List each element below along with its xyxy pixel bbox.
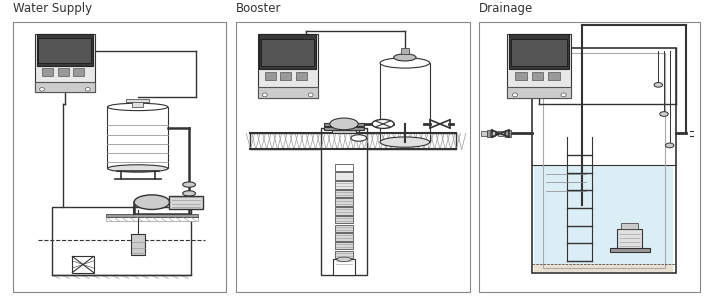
Bar [515,72,527,80]
Ellipse shape [561,93,566,97]
Bar [479,22,700,292]
Bar [236,22,471,292]
Bar [335,199,353,206]
Bar [132,234,145,255]
Bar [73,256,94,272]
Bar [335,207,353,215]
Bar [335,216,353,223]
Bar [335,172,353,180]
Bar [610,248,650,252]
Bar [532,72,543,80]
Ellipse shape [372,119,394,128]
Ellipse shape [330,118,358,130]
Bar [58,68,68,76]
Ellipse shape [394,54,416,61]
Bar [38,39,92,63]
Bar [261,39,314,66]
Bar [335,225,353,232]
Bar [335,190,353,197]
Bar [490,131,496,136]
Text: Booster: Booster [236,2,282,15]
Bar [106,214,198,217]
Bar [36,34,93,66]
Ellipse shape [107,103,168,111]
Bar [481,131,487,136]
Bar [335,164,353,171]
Bar [498,131,504,136]
Bar [335,242,353,249]
Ellipse shape [380,58,429,68]
Bar [331,125,356,133]
Bar [621,223,638,229]
Bar [53,207,191,275]
Bar [535,264,673,272]
Bar [257,34,318,98]
Bar [533,48,675,272]
Bar [333,259,355,275]
Ellipse shape [134,195,170,209]
Ellipse shape [337,257,351,261]
Bar [250,133,456,150]
Ellipse shape [309,93,313,97]
Bar [511,39,567,66]
Bar [106,217,198,221]
Bar [296,72,307,80]
Ellipse shape [85,88,90,91]
Bar [35,82,95,92]
Bar [335,250,353,258]
Bar [509,34,570,69]
Bar [401,48,409,54]
Bar [506,130,511,137]
Ellipse shape [183,191,196,196]
Ellipse shape [262,93,267,97]
Bar [264,72,276,80]
Bar [169,196,203,209]
Bar [324,127,364,130]
Bar [127,99,149,102]
Ellipse shape [513,93,518,97]
Bar [335,259,353,267]
Ellipse shape [183,182,196,187]
Bar [380,63,429,142]
Ellipse shape [107,165,168,172]
Ellipse shape [40,88,44,91]
Bar [132,100,144,107]
Bar [548,72,560,80]
Ellipse shape [351,135,367,141]
Ellipse shape [654,82,663,87]
Bar [107,107,168,168]
Bar [617,229,643,248]
Bar [281,72,292,80]
Bar [35,34,95,92]
Bar [257,87,318,98]
Bar [324,123,364,126]
Bar [73,68,84,76]
Text: Water Supply: Water Supply [14,2,92,15]
Text: Drainage: Drainage [479,2,533,15]
Bar [42,68,53,76]
Bar [508,87,571,98]
Bar [488,130,493,137]
Bar [508,34,571,98]
Bar [542,53,665,268]
Ellipse shape [665,143,674,148]
Bar [535,165,673,272]
Ellipse shape [660,112,668,116]
Ellipse shape [380,137,429,147]
Bar [321,129,367,275]
Bar [335,233,353,240]
Bar [335,181,353,188]
Bar [260,34,316,69]
Bar [14,22,226,292]
